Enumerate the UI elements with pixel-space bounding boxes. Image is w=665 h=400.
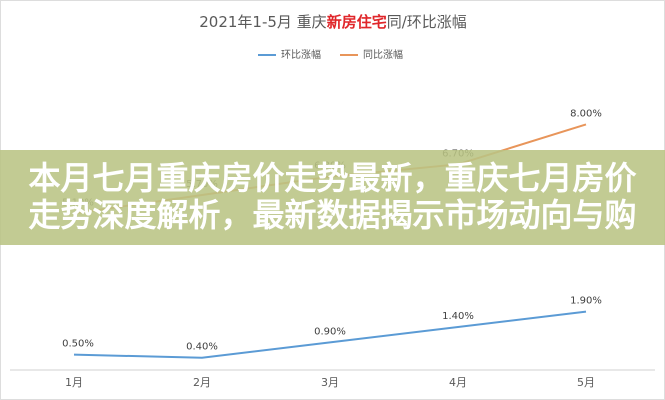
x-tick-label: 3月: [321, 376, 339, 389]
banner-text: 本月七月重庆房价走势最新，重庆七月房价走势深度解析，最新数据揭示市场动向与购: [28, 159, 637, 234]
data-label: 1.40%: [442, 311, 474, 322]
data-label: 8.00%: [570, 108, 602, 119]
chart-title: 2021年1-5月 重庆新房住宅同/环比涨幅: [199, 13, 467, 31]
banner: 本月七月重庆房价走势最新，重庆七月房价走势深度解析，最新数据揭示市场动向与购: [0, 150, 665, 245]
data-label: 0.90%: [314, 326, 346, 337]
data-label: 1.90%: [570, 296, 602, 307]
data-label: 0.50%: [62, 339, 94, 350]
title-part: 2021年1-5月 重庆: [199, 13, 326, 31]
x-tick-label: 1月: [65, 376, 83, 389]
title-highlight: 新房住宅: [327, 13, 387, 31]
x-tick-label: 5月: [577, 376, 595, 389]
x-tick-label: 2月: [193, 376, 211, 389]
x-tick-label: 4月: [449, 376, 467, 389]
legend-label: 环比涨幅: [281, 48, 321, 61]
title-part: 同/环比涨幅: [387, 13, 467, 31]
legend-label: 同比涨幅: [363, 48, 403, 61]
series-line: [73, 310, 587, 359]
data-label: 0.40%: [186, 342, 218, 353]
